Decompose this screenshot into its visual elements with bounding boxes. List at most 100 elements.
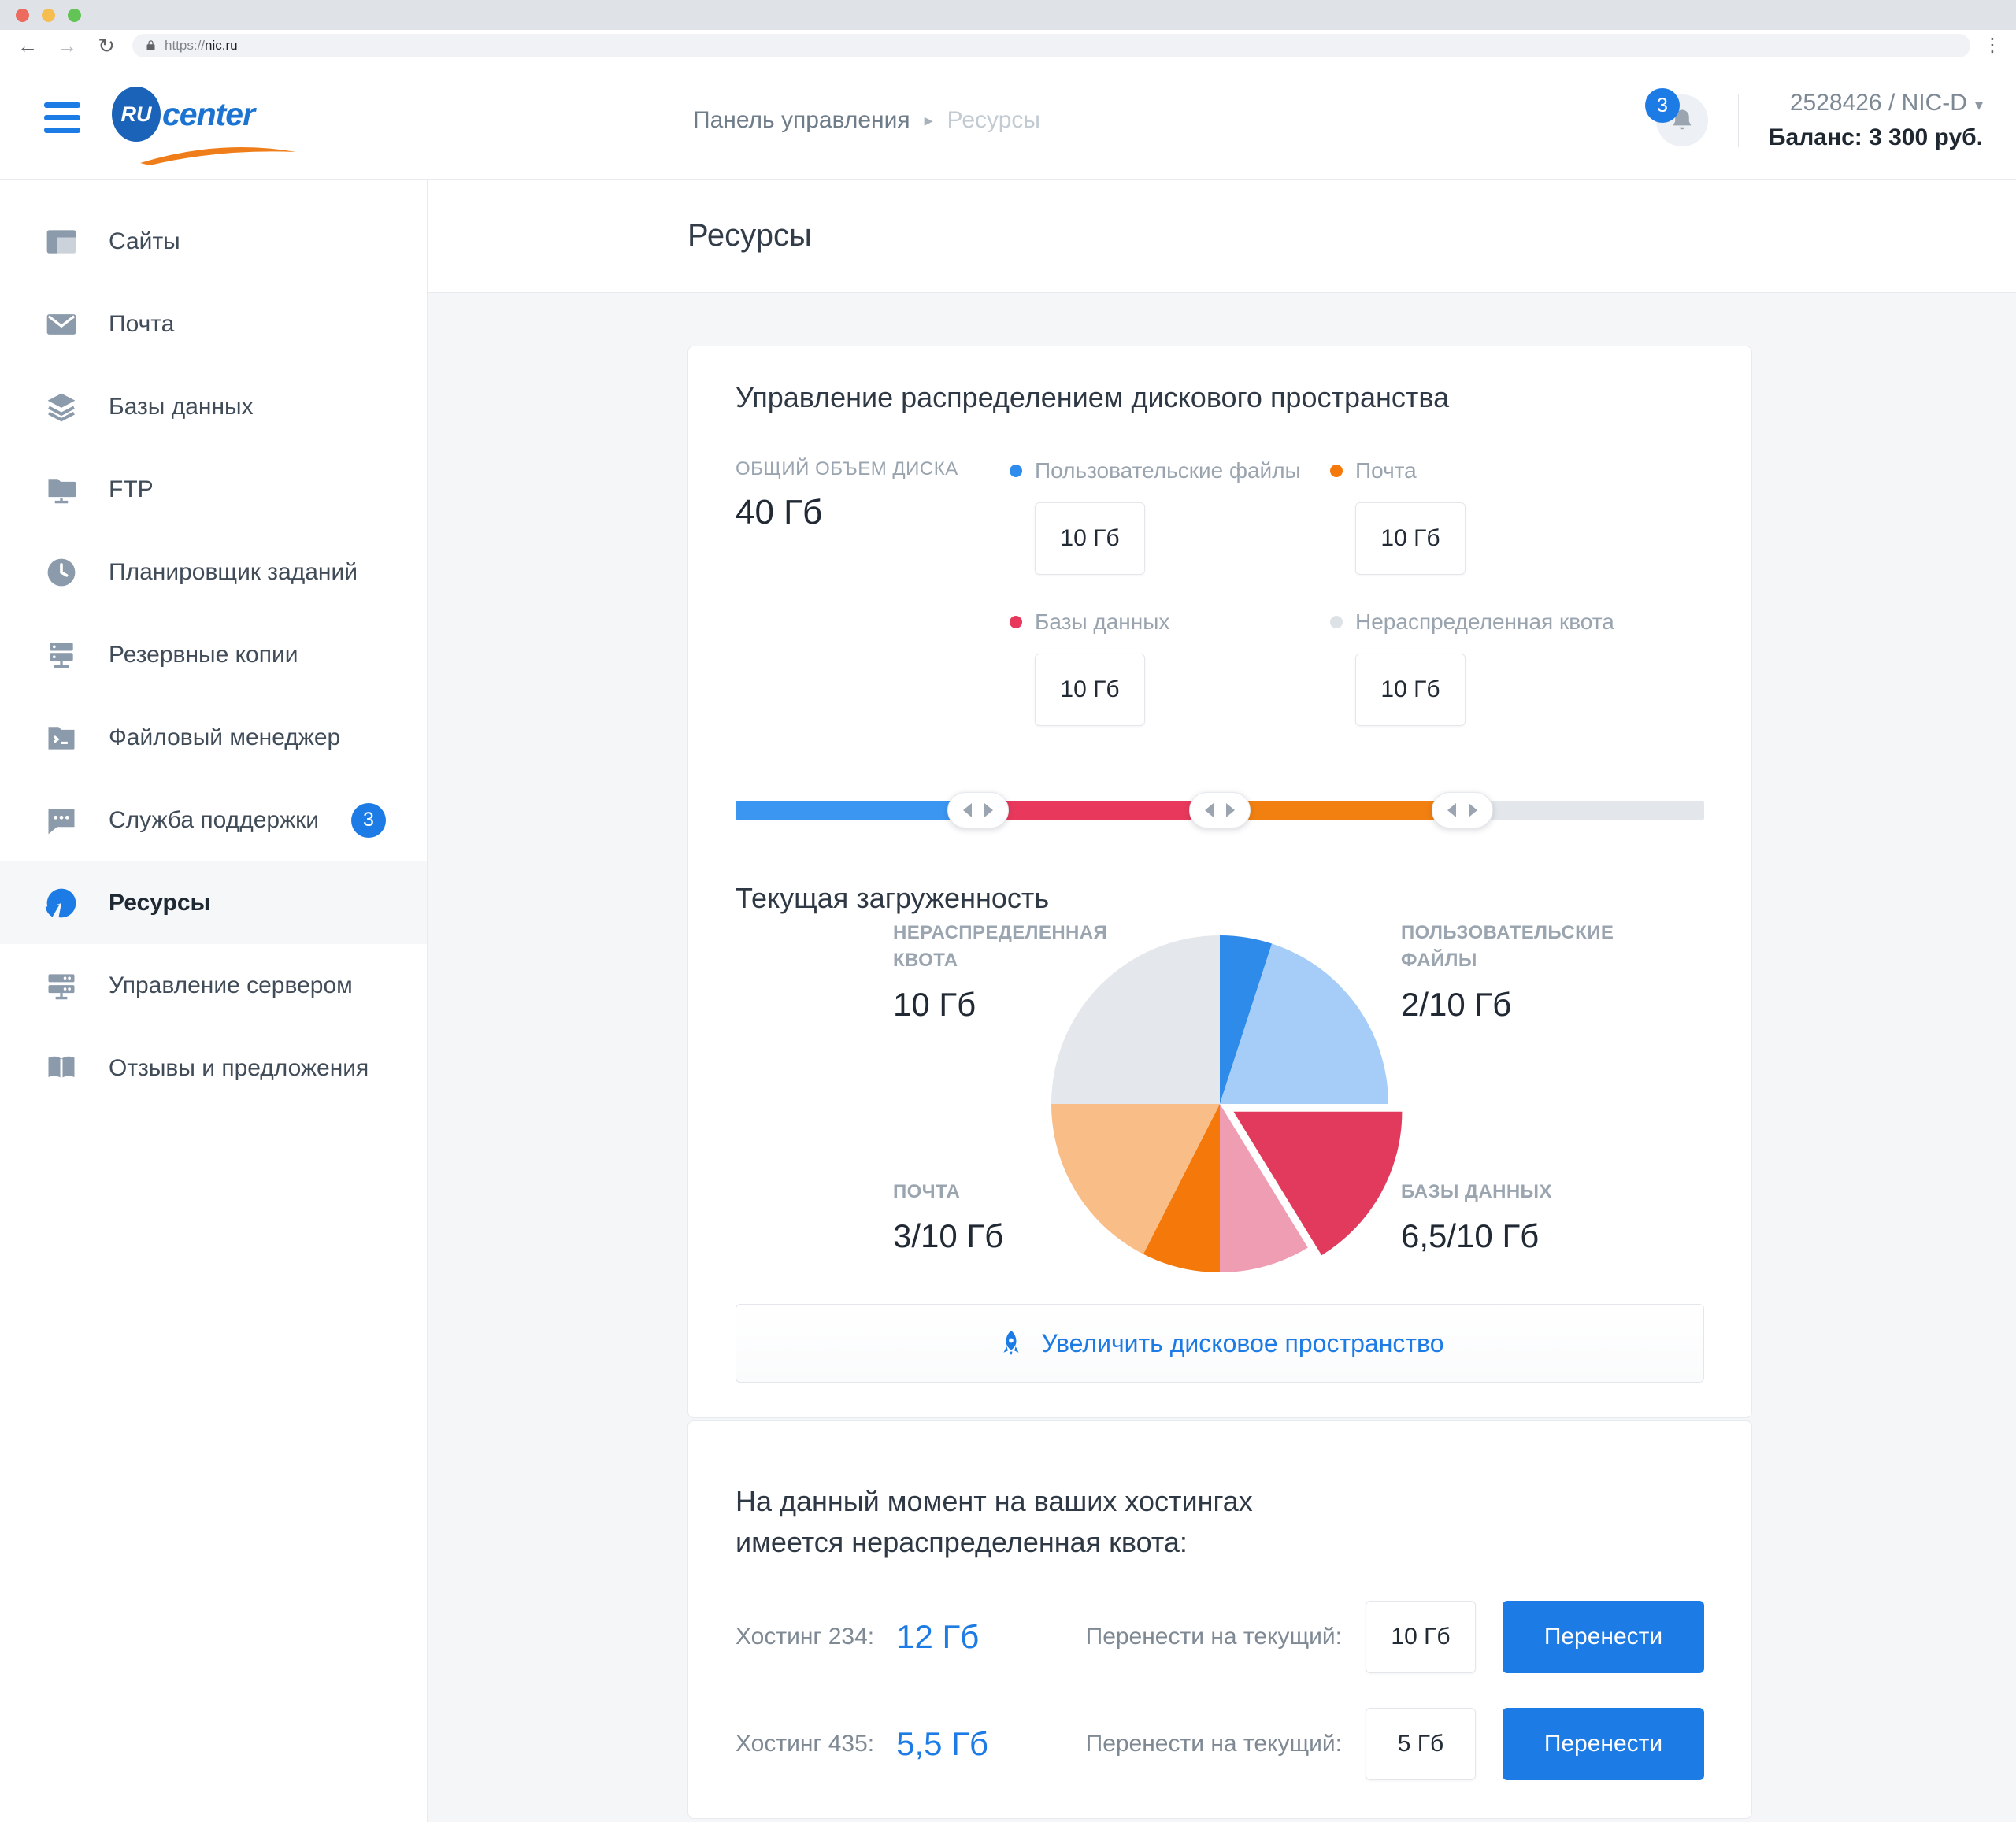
- pie-annotation-value: 10 Гб: [893, 985, 976, 1023]
- transfer-to-current-label: Перенести на текущий:: [1085, 1731, 1342, 1757]
- increase-disk-space-label: Увеличить дисковое пространство: [1041, 1328, 1444, 1357]
- pie-annotation: БАЗЫ ДАННЫХ 6,5/10 Гб: [1401, 1179, 1552, 1255]
- sidebar-item-sites[interactable]: Сайты: [0, 200, 427, 283]
- page-title-bar: Ресурсы: [428, 180, 2016, 293]
- sidebar-item-mail[interactable]: Почта: [0, 283, 427, 365]
- increase-disk-space-button[interactable]: Увеличить дисковое пространство: [736, 1304, 1704, 1383]
- pie-annotation-value: 3/10 Гб: [893, 1217, 1004, 1254]
- transfer-amount-input[interactable]: 10 Гб: [1366, 1601, 1476, 1674]
- transfer-row: Хостинг 435: 5,5 Гб Перенести на текущий: 5…: [736, 1708, 1704, 1781]
- hamburger-menu-icon[interactable]: [44, 102, 80, 139]
- sidebar-item-scheduler[interactable]: Планировщик заданий: [0, 531, 427, 613]
- quota-cell: Почта 10 Гб: [1330, 458, 1651, 575]
- transfer-button[interactable]: Перенести: [1503, 1601, 1704, 1674]
- sidebar-item-support[interactable]: Служба поддержки 3: [0, 779, 427, 861]
- disk-allocation-card: Управление распределением дискового прос…: [687, 346, 1752, 1418]
- pie-annotation: ПОЛЬЗОВАТЕЛЬСКИЕ ФАЙЛЫ 2/10 Гб: [1401, 920, 1661, 1024]
- address-bar[interactable]: https://nic.ru: [132, 33, 1970, 57]
- url-host: nic.ru: [205, 37, 238, 53]
- transfer-button[interactable]: Перенести: [1503, 1708, 1704, 1781]
- slider-handle[interactable]: [947, 792, 1009, 828]
- legend-dot-icon: [1010, 465, 1022, 477]
- lock-icon: [145, 39, 157, 51]
- legend-dot-icon: [1330, 616, 1343, 628]
- rocket-icon: [1003, 1330, 1018, 1356]
- notifications-badge: 3: [1644, 88, 1680, 123]
- quota-input[interactable]: 10 Гб: [1355, 502, 1466, 575]
- feedback-icon: [44, 1051, 79, 1086]
- account-selector[interactable]: 2528426 / NIC-D ▾: [1789, 90, 1983, 116]
- host-label: Хостинг 435:: [736, 1731, 875, 1757]
- transfer-rows: Хостинг 234: 12 Гб Перенести на текущий: 10…: [736, 1601, 1704, 1781]
- quota-slider-bar: [736, 801, 1704, 820]
- pie-slice: [1220, 1104, 1308, 1272]
- transfer-amount-input[interactable]: 5 Гб: [1366, 1708, 1476, 1781]
- sidebar-item-ftp[interactable]: FTP: [0, 448, 427, 531]
- sidebar-item-resources[interactable]: Ресурсы: [0, 861, 427, 944]
- pie-slice: [1220, 935, 1273, 1104]
- browser-reload-icon[interactable]: ↻: [98, 33, 115, 57]
- sidebar-item-label: Базы данных: [109, 393, 254, 420]
- rucenter-logo[interactable]: RU center: [101, 79, 313, 167]
- window-minimize-button[interactable]: [42, 8, 55, 22]
- browser-toolbar: ← → ↻ https://nic.ru ⋮: [0, 30, 2016, 61]
- handle-right-arrow-icon: [1226, 803, 1235, 817]
- breadcrumb-resources: Ресурсы: [947, 107, 1040, 133]
- server-management-icon: [44, 968, 79, 1003]
- sidebar-item-server-management[interactable]: Управление сервером: [0, 944, 427, 1027]
- balance-label: Баланс: 3 300 руб.: [1768, 124, 1983, 150]
- breadcrumb: Панель управления ▸ Ресурсы: [693, 61, 1040, 180]
- breadcrumb-separator-icon: ▸: [924, 110, 933, 130]
- usage-pie-area: НЕРАСПРЕДЕЛЕННАЯ КВОТА 10 Гб ПОЛЬЗОВАТЕЛЬС…: [736, 915, 1704, 1285]
- sidebar-item-feedback[interactable]: Отзывы и предложения: [0, 1027, 427, 1109]
- window-maximize-button[interactable]: [68, 8, 81, 22]
- allocation-title: Управление распределением дискового прос…: [736, 381, 1450, 413]
- pie-annotation: ПОЧТА 3/10 Гб: [893, 1179, 1003, 1255]
- quota-input[interactable]: 10 Гб: [1035, 654, 1145, 726]
- sidebar-item-label: Служба поддержки: [109, 806, 320, 833]
- app-header: RU center Панель управления ▸ Ресурсы 3 …: [0, 61, 2016, 180]
- browser-menu-icon[interactable]: ⋮: [1983, 35, 2002, 56]
- notifications-button[interactable]: 3: [1644, 88, 1708, 146]
- slider-segment: [1462, 801, 1704, 820]
- pie-annotation-value: 2/10 Гб: [1401, 985, 1512, 1023]
- slider-segment: [1220, 801, 1462, 820]
- window-close-button[interactable]: [16, 8, 29, 22]
- pie-annotation-label: ПОЧТА: [893, 1181, 961, 1202]
- slider-handle[interactable]: [1189, 792, 1251, 828]
- usage-pie-chart: [1051, 935, 1403, 1272]
- sidebar-item-label: Ресурсы: [109, 889, 211, 916]
- slider-segment: [736, 801, 978, 820]
- total-disk-label: ОБЩИЙ ОБЪЕМ ДИСКА: [736, 458, 958, 480]
- total-disk-value: 40 Гб: [736, 493, 823, 531]
- browser-back-icon[interactable]: ←: [17, 33, 38, 57]
- sidebar-item-file-manager[interactable]: Файловый менеджер: [0, 696, 427, 779]
- pie-slice: [1143, 1104, 1220, 1272]
- handle-left-arrow-icon: [962, 803, 972, 817]
- slider-handle[interactable]: [1431, 792, 1493, 828]
- transfer-to-current-label: Перенести на текущий:: [1085, 1624, 1342, 1650]
- quota-input[interactable]: 10 Гб: [1355, 654, 1466, 726]
- usage-title: Текущая загруженность: [736, 882, 1050, 914]
- host-label: Хостинг 234:: [736, 1624, 875, 1650]
- header-divider: [1737, 94, 1739, 147]
- window-controls: [16, 8, 81, 22]
- quota-transfer-card: На данный момент на ваших хостингах имее…: [687, 1420, 1752, 1820]
- sidebar-item-label: Файловый менеджер: [109, 724, 341, 750]
- breadcrumb-control-panel[interactable]: Панель управления: [693, 107, 910, 133]
- sidebar-item-databases[interactable]: Базы данных: [0, 365, 427, 448]
- main-area: Ресурсы Управление распределением дисков…: [428, 180, 2016, 1822]
- sidebar-item-label: Планировщик заданий: [109, 558, 358, 585]
- logo-swoosh: [140, 146, 296, 165]
- logo-oval: RU: [112, 87, 161, 142]
- sidebar-item-backups[interactable]: Резервные копии: [0, 613, 427, 696]
- ftp-icon: [44, 472, 79, 507]
- browser-forward-icon[interactable]: →: [57, 33, 77, 57]
- quota-input[interactable]: 10 Гб: [1035, 502, 1145, 575]
- quota-label: Нераспределенная квота: [1355, 609, 1614, 634]
- page-title: Ресурсы: [687, 218, 812, 253]
- transfer-heading-line2: имеется нераспределенная квота:: [736, 1526, 1188, 1559]
- logo-center-text: center: [162, 96, 255, 132]
- pie-annotation-label: ПОЛЬЗОВАТЕЛЬСКИЕ ФАЙЛЫ: [1401, 922, 1614, 971]
- scheduler-icon: [44, 555, 79, 590]
